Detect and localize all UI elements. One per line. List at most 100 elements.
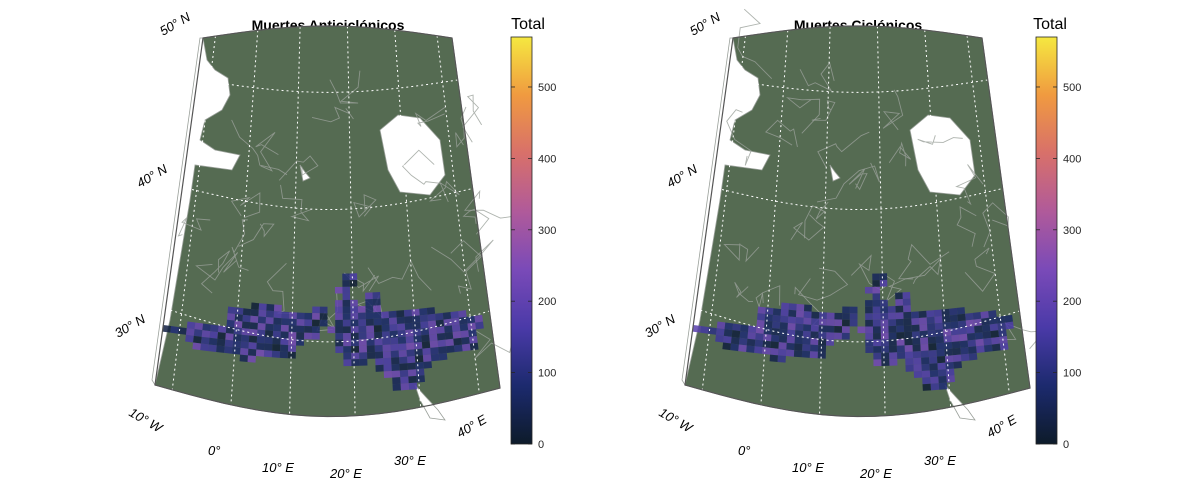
data-cell (930, 376, 939, 384)
data-cell (921, 370, 931, 378)
data-cell (796, 303, 805, 312)
data-cell (927, 330, 936, 338)
country-border (737, 8, 773, 80)
data-cell (442, 312, 452, 320)
data-cell (887, 306, 896, 313)
data-cell (949, 314, 958, 323)
data-cell (162, 324, 172, 333)
data-cell (976, 345, 985, 353)
data-cell (984, 344, 993, 353)
data-cell (724, 322, 734, 331)
data-cell (786, 342, 795, 351)
data-cell (849, 306, 858, 314)
data-cell (889, 358, 898, 366)
data-cell (738, 337, 748, 346)
data-cell (786, 336, 795, 344)
lon-label: 10° E (262, 460, 294, 475)
data-cell (787, 323, 796, 331)
data-cell (936, 349, 945, 357)
lon-label: 20° E (859, 466, 892, 481)
data-cell (475, 321, 484, 330)
data-cell (186, 321, 196, 330)
data-cell (777, 348, 787, 357)
data-cell (414, 355, 424, 363)
data-cell (904, 344, 913, 352)
data-cell (802, 344, 811, 352)
data-cell (946, 375, 956, 383)
data-cell (943, 328, 952, 337)
data-cell (382, 337, 391, 345)
data-cell (888, 312, 896, 320)
data-cell (312, 319, 320, 327)
data-cell (755, 333, 764, 341)
country-border (734, 282, 754, 303)
country-border (850, 254, 886, 291)
data-cell (350, 319, 359, 327)
data-cell (811, 318, 820, 326)
country-border (898, 243, 950, 280)
data-cell (419, 307, 428, 316)
lon-label: 10° W (127, 405, 167, 437)
data-cell (234, 314, 243, 322)
data-cell (366, 325, 375, 333)
data-cell (880, 332, 889, 340)
data-cell (912, 337, 921, 345)
lon-label: 0° (208, 443, 220, 458)
data-cell (903, 305, 911, 313)
data-cell (349, 273, 358, 281)
data-cell (437, 339, 447, 348)
data-cell (841, 332, 850, 340)
colorbar-title-cyclonic: Total (1033, 16, 1067, 33)
data-cell (444, 332, 454, 340)
data-cell (913, 370, 923, 379)
data-cell (834, 332, 842, 340)
country-border (726, 109, 752, 166)
data-cell (779, 322, 788, 330)
country-border (804, 201, 829, 239)
data-cell (374, 338, 383, 346)
data-cell (988, 310, 997, 318)
data-cell (241, 334, 250, 343)
data-cell (358, 332, 367, 340)
data-cell (281, 318, 290, 326)
data-cell (392, 383, 402, 391)
data-cell (732, 323, 741, 332)
colorbar-tick-label: 500 (538, 82, 556, 94)
data-cell (929, 363, 938, 371)
data-cell (263, 350, 273, 358)
data-cell (233, 333, 242, 342)
country-border (280, 184, 312, 222)
data-cell (178, 327, 187, 335)
data-cell (383, 370, 393, 379)
data-cell (803, 324, 812, 332)
data-cell (312, 306, 320, 314)
data-cell (936, 342, 945, 350)
data-cell (350, 332, 359, 340)
colorbar-tick-label: 200 (538, 296, 556, 308)
country-border (811, 100, 836, 121)
data-cell (234, 320, 243, 329)
colorbar-cyclonic: Total 0 100 200 300 400 500 (1033, 16, 1081, 451)
data-cell (458, 316, 468, 325)
data-cell (422, 354, 432, 362)
data-cell (399, 363, 408, 371)
data-cell (358, 345, 368, 353)
colorbar-tick-label: 200 (1063, 296, 1081, 308)
data-cell (926, 316, 935, 325)
data-cell (258, 303, 267, 311)
data-cell (241, 328, 250, 336)
data-cell (375, 358, 384, 366)
data-cell (873, 352, 882, 360)
data-cell (373, 318, 382, 326)
data-cell (880, 312, 889, 320)
data-cell (771, 328, 780, 336)
data-cell (904, 338, 913, 346)
data-cell (400, 383, 410, 391)
data-cell (911, 324, 920, 332)
data-cell (335, 339, 344, 347)
lon-label: 30° E (924, 453, 956, 468)
country-border (450, 240, 482, 294)
country-border (231, 219, 249, 271)
data-cell (938, 375, 947, 384)
data-cell (872, 319, 881, 327)
